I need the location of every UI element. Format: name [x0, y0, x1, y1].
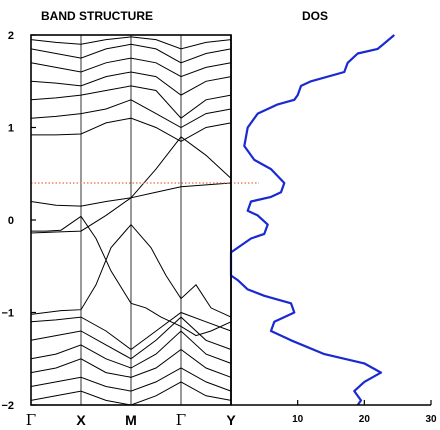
band-10: [31, 117, 232, 142]
y-tick-label-3: −1: [1, 308, 14, 320]
dos-axis-ticks: 10 20 30: [292, 400, 437, 425]
dos-x-tick-label-0: 10: [292, 414, 304, 425]
dos-curve: [229, 34, 396, 406]
y-tick-label-4: −2: [1, 400, 14, 412]
dos-x-tick-label-1: 20: [359, 414, 371, 425]
band-3: [31, 215, 232, 337]
band-6: [30, 330, 232, 369]
dos-title: DOS: [302, 9, 328, 23]
k-label-1: X: [76, 412, 86, 428]
k-label-2: M: [125, 412, 137, 428]
band-5: [30, 316, 232, 360]
k-label-4: Y: [226, 412, 236, 428]
k-label-3: Γ: [176, 411, 186, 429]
k-label-0: Γ: [26, 411, 36, 429]
y-tick-label-0: 2: [8, 30, 14, 42]
band-1: [30, 136, 232, 207]
band-2: [30, 223, 232, 318]
band-11: [30, 99, 232, 129]
energy-axis-ticks: 2 1 0 −1 −2: [1, 30, 36, 412]
band-15: [30, 43, 232, 64]
dos-panel: 10 20 30: [229, 34, 437, 425]
dos-x-tick-label-2: 30: [425, 414, 437, 425]
band-8: [30, 367, 232, 392]
band-4: [30, 311, 232, 351]
k-point-separators: [80, 35, 182, 405]
band-7: [30, 348, 232, 378]
band-12: [30, 85, 232, 119]
y-tick-label-1: 1: [8, 123, 14, 135]
y-tick-label-2: 0: [8, 215, 14, 227]
band-structure-title: BAND STRUCTURE: [41, 9, 153, 23]
band-14: [30, 57, 232, 78]
band-13: [30, 71, 232, 96]
band-16: [30, 36, 232, 50]
band-structure-panel: 2 1 0 −1 −2 Γ X M Γ Y: [1, 30, 259, 429]
